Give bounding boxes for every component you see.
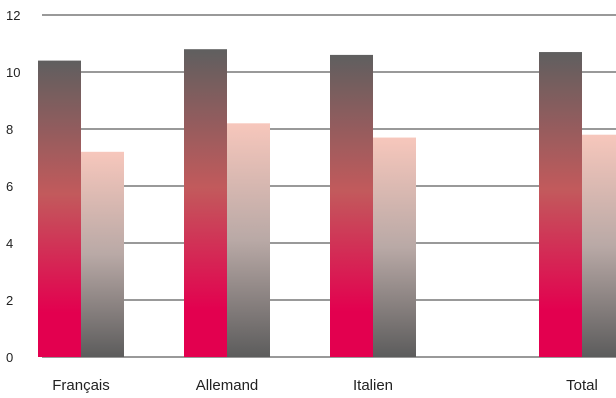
category-labels: Français Allemand Italien Total [52, 377, 598, 394]
bar-series2-0 [81, 151, 124, 357]
bar-series2-2 [373, 137, 416, 357]
bar-series1-2 [330, 54, 373, 358]
y-tick-label: 2 [6, 293, 13, 308]
y-tick-label: 4 [6, 236, 13, 251]
bar-series1-1 [184, 49, 227, 357]
bar-series2-1 [227, 123, 270, 357]
y-tick-label: 6 [6, 179, 13, 194]
grid-lines [42, 14, 616, 358]
y-tick-label: 12 [6, 8, 20, 23]
category-label: Français [52, 377, 110, 394]
y-tick-label: 0 [6, 350, 13, 365]
bar-series1-3 [539, 52, 582, 358]
bars [38, 49, 616, 358]
category-label: Total [566, 377, 598, 394]
y-axis-tick-labels: 0 2 4 6 8 10 12 [6, 8, 20, 365]
bar-series1-0 [38, 60, 81, 357]
bar-series2-3 [582, 134, 616, 357]
y-tick-label: 8 [6, 122, 13, 137]
category-label: Allemand [196, 377, 259, 394]
category-label: Italien [353, 377, 393, 394]
y-tick-label: 10 [6, 65, 20, 80]
